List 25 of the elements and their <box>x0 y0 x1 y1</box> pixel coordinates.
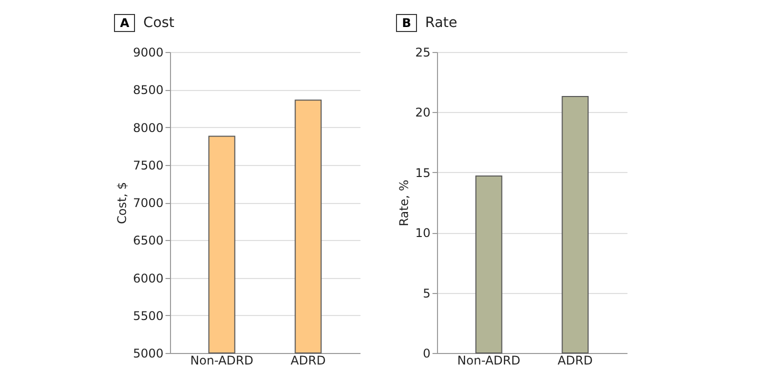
y-tick-label: 25 <box>415 46 430 60</box>
x-tick-label: ADRD <box>290 354 326 368</box>
y-tick-label: 8500 <box>132 83 164 98</box>
y-tick-label: 6500 <box>132 234 164 248</box>
x-tick-label: Non-ADRD <box>457 354 520 368</box>
y-tick-label: 7000 <box>132 196 164 210</box>
y-tick-label: 9000 <box>132 46 164 60</box>
x-tick-label: ADRD <box>558 354 593 368</box>
y-tick-label: 5000 <box>132 346 164 360</box>
text: A <box>114 14 136 32</box>
y-tick-label: 6000 <box>132 271 164 286</box>
y-tick-label: 5 <box>422 286 430 300</box>
y-tick-label: 20 <box>415 106 430 120</box>
chart-title: Cost <box>143 15 174 31</box>
y-tick-label: 5500 <box>132 308 164 323</box>
x-tick-label: Non-ADRD <box>190 354 254 368</box>
y-axis-title: Cost, $ <box>114 182 129 224</box>
chart-title: Rate <box>425 15 458 31</box>
y-tick-label: 0 <box>422 346 430 360</box>
y-axis-title: Rate, % <box>397 180 412 226</box>
text: B <box>396 14 418 32</box>
y-tick-label: 7500 <box>132 158 164 172</box>
y-tick-label: 8000 <box>132 120 164 135</box>
y-tick-label: 15 <box>415 166 430 180</box>
y-tick-label: 10 <box>415 226 430 240</box>
